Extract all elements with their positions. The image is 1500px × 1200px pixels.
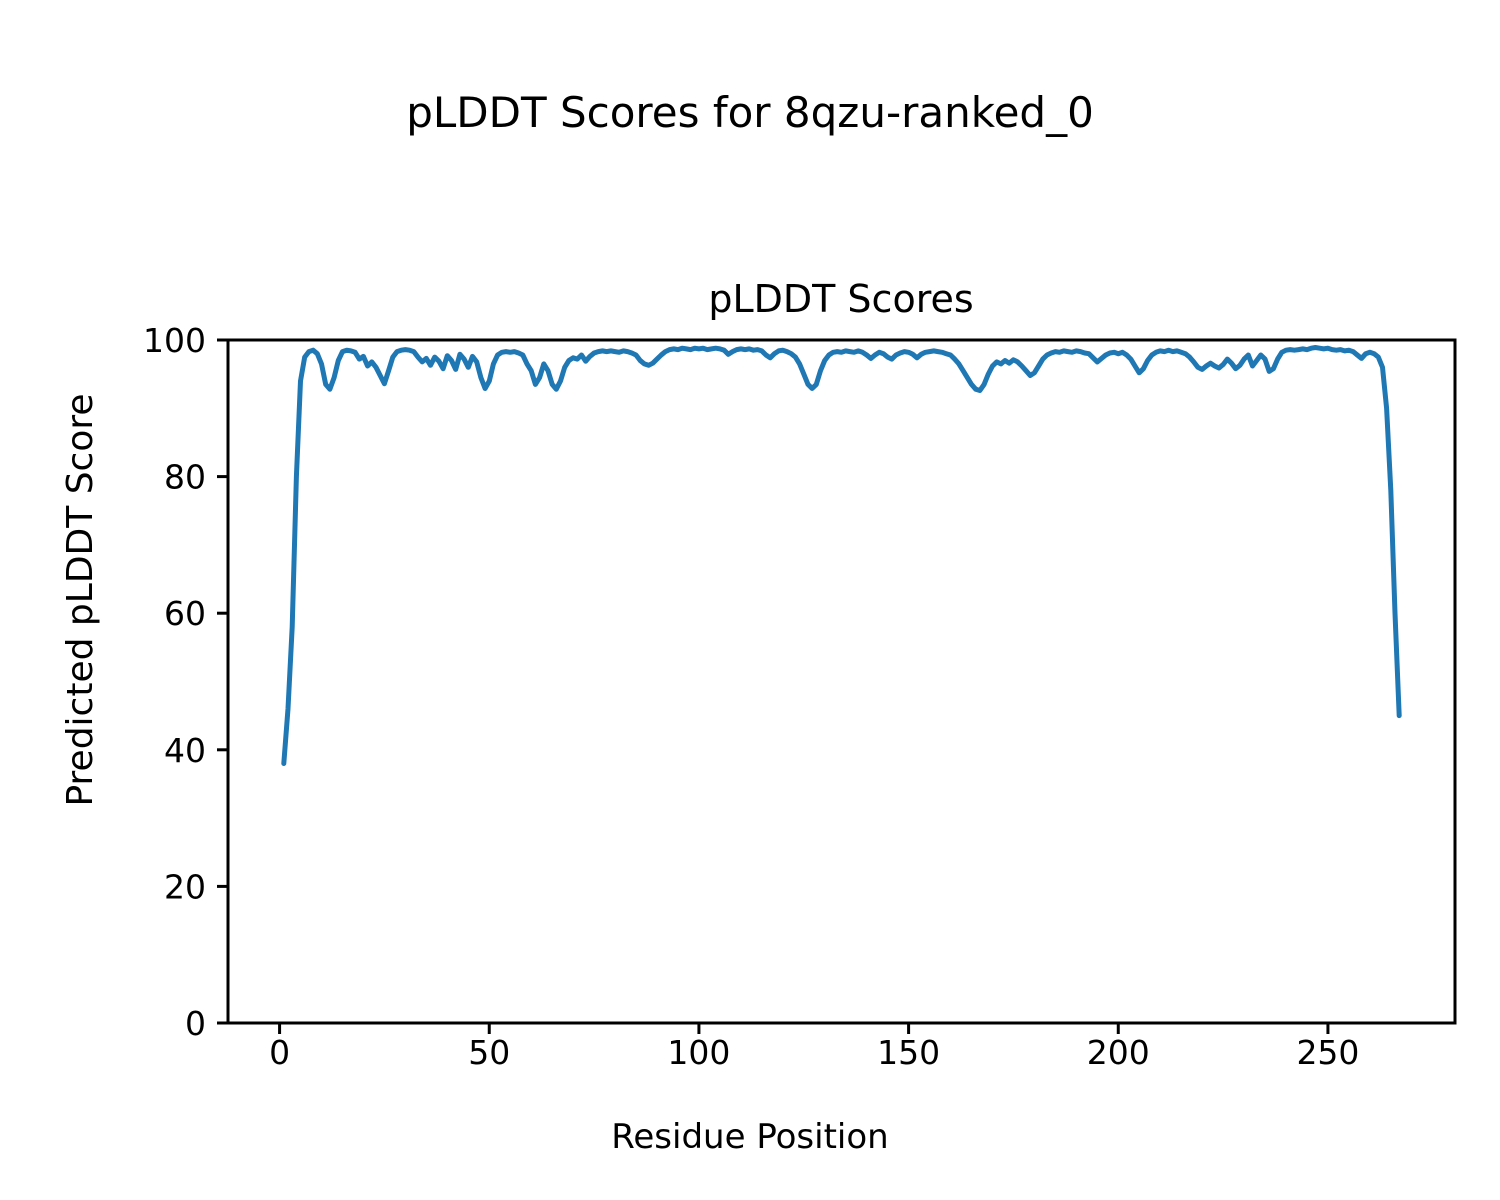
x-tick-label: 200 bbox=[1087, 1033, 1150, 1072]
y-tick-label: 40 bbox=[164, 731, 206, 770]
y-tick-label: 60 bbox=[164, 594, 206, 633]
y-tick-label: 20 bbox=[164, 867, 206, 906]
x-axis-label: Residue Position bbox=[611, 1117, 888, 1157]
y-tick-label: 0 bbox=[185, 1004, 206, 1043]
plddt-series-line bbox=[281, 345, 1402, 766]
x-axis-ticks: 0 50 100 150 200 250 bbox=[269, 1023, 1359, 1072]
axes-frame bbox=[226, 338, 1457, 1025]
y-axis-label: Predicted pLDDT Score bbox=[60, 393, 101, 806]
figure-title: pLDDT Scores for 8qzu-ranked_0 bbox=[406, 88, 1094, 137]
x-tick-label: 250 bbox=[1296, 1033, 1359, 1072]
x-tick-label: 100 bbox=[667, 1033, 730, 1072]
x-tick-label: 150 bbox=[877, 1033, 940, 1072]
y-axis-ticks: 0 20 40 60 80 100 bbox=[143, 321, 228, 1043]
axes-title: pLDDT Scores bbox=[708, 277, 973, 321]
y-tick-label: 100 bbox=[143, 321, 206, 360]
x-tick-label: 0 bbox=[269, 1033, 290, 1072]
y-tick-label: 80 bbox=[164, 458, 206, 497]
x-tick-label: 50 bbox=[468, 1033, 510, 1072]
